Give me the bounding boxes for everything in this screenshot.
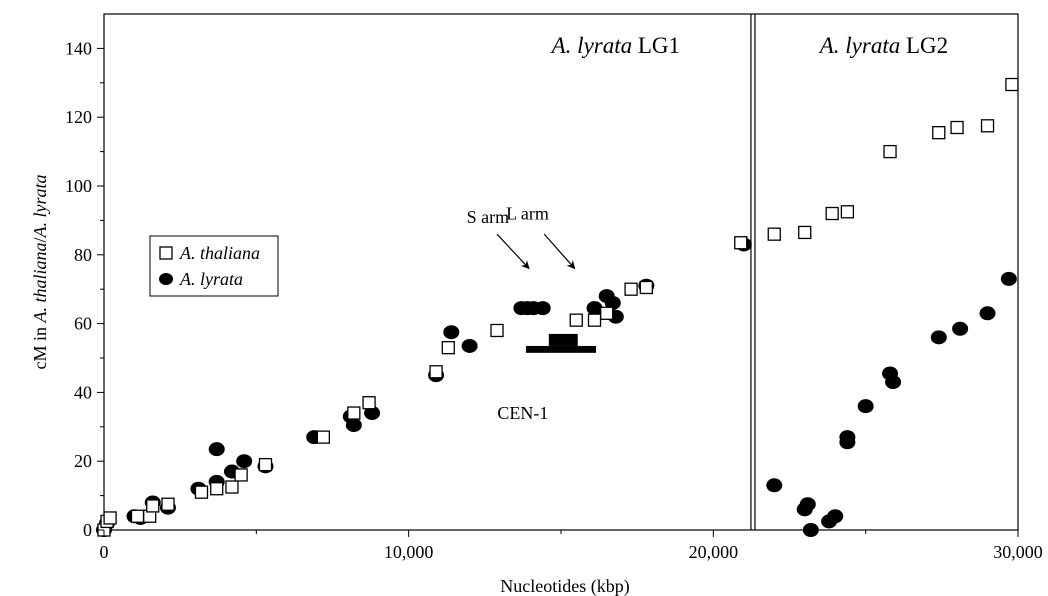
legend-label: A. lyrata (179, 269, 243, 289)
thaliana-point (980, 119, 995, 133)
legend-marker-square (159, 246, 173, 260)
lyrata-point (799, 497, 816, 512)
lyrata-point (345, 418, 362, 433)
thaliana-point (130, 509, 145, 523)
data-points (96, 77, 1019, 537)
lyrata-point (885, 375, 902, 390)
lyrata-point (586, 301, 603, 316)
lyrata-point (802, 523, 819, 537)
thaliana-point (146, 499, 160, 513)
region-label: A. lyrata LG2 (818, 33, 948, 58)
lyrata-point (827, 509, 844, 524)
lyrata-point (857, 399, 874, 414)
thaliana-point (734, 236, 748, 250)
thaliana-point (767, 227, 781, 241)
lyrata-point (364, 406, 381, 421)
lyrata-point (208, 442, 225, 457)
thaliana-point (587, 313, 602, 327)
thaliana-point (569, 313, 583, 327)
y-tick-label: 80 (74, 245, 92, 265)
thaliana-point (932, 126, 946, 140)
axes: 0 20 40 60 80 100 120 140 0 10,000 20,000 30,000 Nuc… (30, 38, 1043, 596)
y-axis-title: cM in A. thaliana/A. lyrata (30, 174, 50, 369)
y-tick-label: 140 (65, 38, 92, 58)
thaliana-point (103, 511, 117, 525)
y-tick-label: 0 (83, 520, 92, 540)
lyrata-point (604, 295, 621, 310)
thaliana-point (234, 468, 248, 482)
thaliana-point (1005, 77, 1019, 92)
thaliana-point (825, 206, 839, 221)
lyrata-point (952, 321, 969, 336)
annotation-label: L arm (506, 204, 549, 224)
thaliana-point (441, 341, 455, 355)
x-tick-label: 10,000 (384, 542, 434, 562)
x-tick-label: 20,000 (689, 542, 739, 562)
thaliana-point (429, 365, 443, 379)
y-tick-label: 60 (74, 314, 92, 334)
annotation-label: CEN-1 (497, 403, 548, 423)
thaliana-point (840, 205, 855, 219)
x-tick-label: 0 (100, 542, 109, 562)
thaliana-point (639, 280, 653, 295)
annotation-arrow (543, 233, 576, 270)
lyrata-point (461, 338, 478, 353)
thaliana-point (624, 282, 638, 296)
annotation-label: S arm (467, 207, 510, 227)
thaliana-point (950, 120, 964, 135)
lyrata-point (839, 435, 856, 450)
thaliana-point (210, 482, 224, 496)
thaliana-point (347, 406, 361, 420)
x-tick-label: 30,000 (993, 542, 1043, 562)
annotation-arrow (496, 233, 530, 270)
thaliana-point (225, 480, 239, 494)
legend-label: A. thaliana (179, 243, 260, 263)
y-tick-label: 100 (65, 176, 92, 196)
centromere-base (525, 345, 597, 353)
y-tick-label: 20 (74, 451, 92, 471)
x-axis-title: Nucleotides (kbp) (500, 576, 629, 596)
region-label: A. lyrata LG1 (550, 33, 680, 58)
thaliana-point (600, 306, 614, 320)
thaliana-point (316, 430, 331, 444)
thaliana-point (258, 457, 273, 472)
lyrata-point (443, 325, 460, 340)
lyrata-point (534, 301, 551, 316)
legend-box (149, 235, 279, 297)
y-tick-label: 40 (74, 382, 92, 402)
lyrata-point (1000, 271, 1017, 286)
lyrata-point (930, 330, 947, 345)
thaliana-point (883, 144, 897, 159)
thaliana-point (194, 485, 209, 499)
lyrata-point (979, 306, 996, 321)
region-labels: A. lyrata LG1 A. lyrata LG2 (550, 33, 949, 58)
lyrata-point (236, 454, 253, 469)
thaliana-point (362, 396, 376, 410)
y-tick-label: 120 (65, 107, 92, 127)
thaliana-point (798, 225, 812, 240)
centromere-top (548, 333, 578, 346)
lyrata-point (766, 478, 783, 493)
thaliana-point (490, 323, 504, 338)
legend-marker-circle (159, 273, 173, 285)
legend: A. thaliana A. lyrata (149, 235, 279, 297)
thaliana-point (161, 497, 175, 511)
